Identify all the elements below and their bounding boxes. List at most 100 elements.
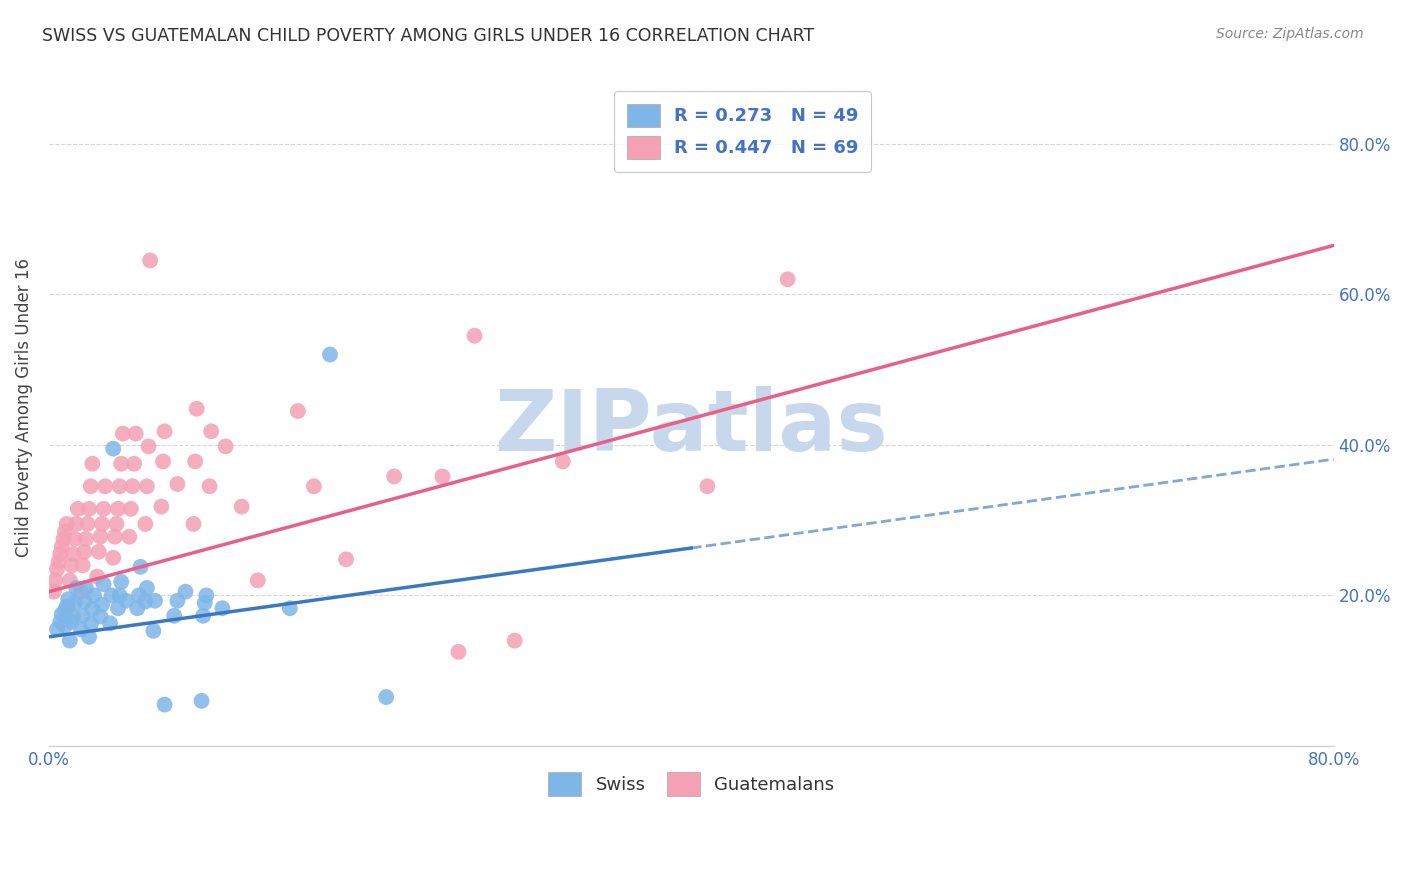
Point xyxy=(76,516,98,531)
Point xyxy=(183,516,205,531)
Point xyxy=(89,530,111,544)
Point xyxy=(59,633,82,648)
Point xyxy=(231,500,253,514)
Y-axis label: Child Poverty Among Girls Under 16: Child Poverty Among Girls Under 16 xyxy=(15,258,32,557)
Point xyxy=(190,694,212,708)
Point xyxy=(62,547,84,561)
Point xyxy=(128,589,150,603)
Point xyxy=(139,253,162,268)
Point xyxy=(80,479,103,493)
Point xyxy=(58,599,80,614)
Point xyxy=(65,516,87,531)
Point xyxy=(72,608,94,623)
Point xyxy=(186,401,208,416)
Point xyxy=(150,500,173,514)
Point xyxy=(82,457,104,471)
Point xyxy=(53,618,76,632)
Point xyxy=(184,454,207,468)
Point xyxy=(83,589,105,603)
Point xyxy=(776,272,799,286)
Point xyxy=(194,596,217,610)
Point xyxy=(287,404,309,418)
Point xyxy=(70,623,93,637)
Point xyxy=(89,609,111,624)
Point xyxy=(463,328,485,343)
Point xyxy=(134,594,156,608)
Point xyxy=(107,601,129,615)
Point xyxy=(77,501,100,516)
Point xyxy=(93,577,115,591)
Point xyxy=(60,615,83,629)
Point xyxy=(105,516,128,531)
Text: SWISS VS GUATEMALAN CHILD POVERTY AMONG GIRLS UNDER 16 CORRELATION CHART: SWISS VS GUATEMALAN CHILD POVERTY AMONG … xyxy=(42,27,814,45)
Point xyxy=(63,532,86,546)
Point xyxy=(55,516,77,531)
Point xyxy=(53,524,76,539)
Point xyxy=(46,562,69,576)
Point xyxy=(214,439,236,453)
Point xyxy=(49,547,72,561)
Point xyxy=(696,479,718,493)
Point xyxy=(302,479,325,493)
Point xyxy=(375,690,398,704)
Point xyxy=(82,602,104,616)
Point xyxy=(142,624,165,638)
Point xyxy=(153,698,176,712)
Point xyxy=(174,584,197,599)
Point xyxy=(75,581,97,595)
Point xyxy=(58,592,80,607)
Point xyxy=(191,608,214,623)
Point xyxy=(200,425,222,439)
Point xyxy=(127,601,149,615)
Point xyxy=(163,608,186,623)
Point xyxy=(66,501,89,516)
Point xyxy=(73,594,96,608)
Point xyxy=(121,479,143,493)
Point xyxy=(75,532,97,546)
Point xyxy=(278,601,301,615)
Point xyxy=(110,457,132,471)
Point xyxy=(382,469,405,483)
Point xyxy=(44,574,66,588)
Point xyxy=(98,616,121,631)
Point xyxy=(246,574,269,588)
Point xyxy=(432,469,454,483)
Point xyxy=(115,593,138,607)
Point xyxy=(59,574,82,588)
Point xyxy=(447,645,470,659)
Point xyxy=(110,574,132,589)
Point xyxy=(195,589,218,603)
Point xyxy=(152,454,174,468)
Point xyxy=(129,559,152,574)
Point xyxy=(100,589,122,603)
Point xyxy=(51,540,73,554)
Point xyxy=(136,581,159,595)
Point xyxy=(107,501,129,516)
Point xyxy=(91,598,114,612)
Point xyxy=(46,623,69,637)
Point xyxy=(120,501,142,516)
Point xyxy=(91,516,114,531)
Point xyxy=(48,555,70,569)
Text: Source: ZipAtlas.com: Source: ZipAtlas.com xyxy=(1216,27,1364,41)
Point xyxy=(86,569,108,583)
Point xyxy=(103,550,125,565)
Point xyxy=(111,426,134,441)
Point xyxy=(70,584,93,599)
Point xyxy=(108,479,131,493)
Point xyxy=(134,516,156,531)
Point xyxy=(60,558,83,573)
Point xyxy=(94,479,117,493)
Point xyxy=(51,607,73,622)
Point xyxy=(104,530,127,544)
Point xyxy=(122,457,145,471)
Point xyxy=(108,589,131,603)
Point xyxy=(211,601,233,615)
Point xyxy=(93,501,115,516)
Point xyxy=(118,530,141,544)
Point xyxy=(80,617,103,632)
Point xyxy=(53,603,76,617)
Point xyxy=(166,477,188,491)
Point xyxy=(153,425,176,439)
Point xyxy=(42,584,65,599)
